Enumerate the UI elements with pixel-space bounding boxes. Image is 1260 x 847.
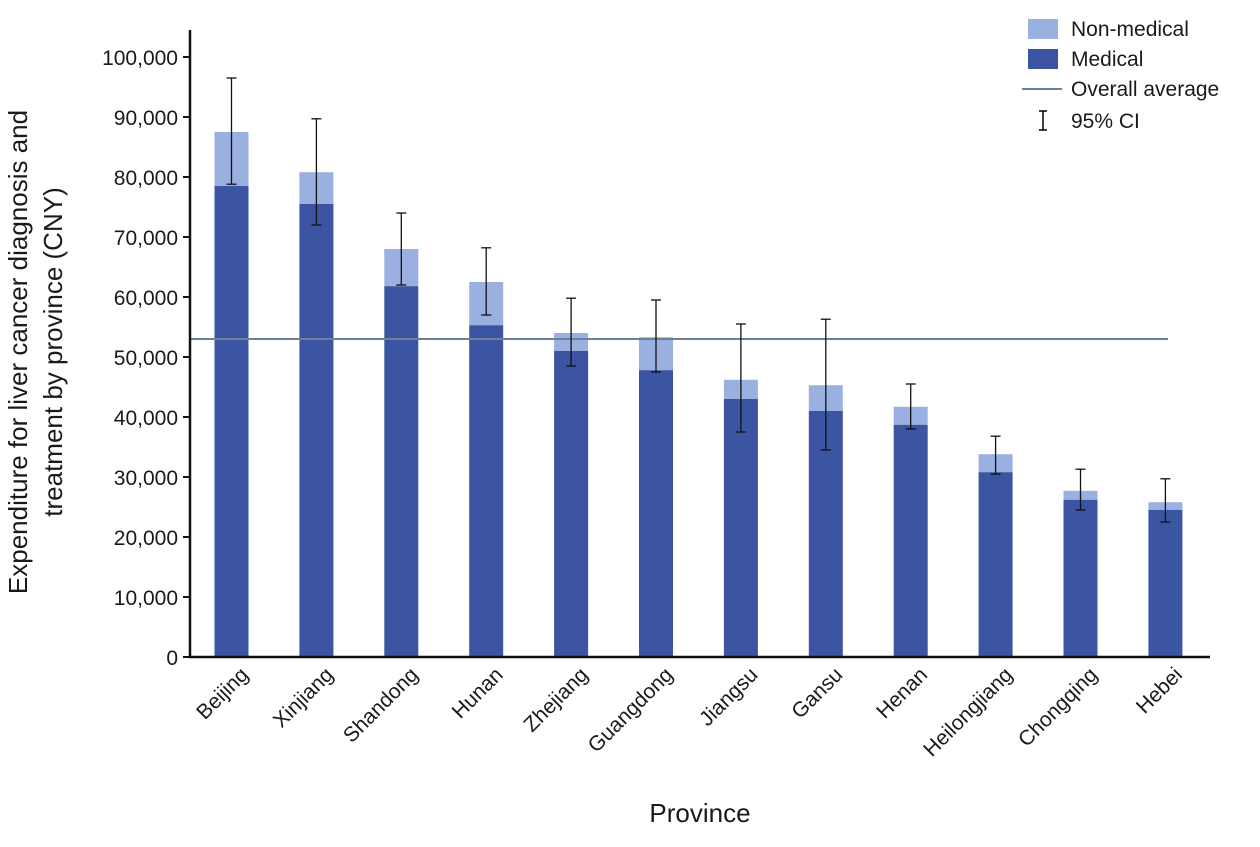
y-tick-label: 100,000 (102, 47, 178, 70)
y-tick-label: 60,000 (114, 287, 178, 310)
legend-item-non-medical: Non-medical (1028, 18, 1189, 41)
x-tick-label-heilongjiang: Heilongjiang (919, 663, 1017, 761)
legend-label: Non-medical (1071, 18, 1189, 41)
legend-label: Overall average (1071, 78, 1219, 101)
error-bar-shandong (396, 212, 407, 286)
bar-medical-hunan (469, 325, 504, 657)
legend-label: 95% CI (1071, 110, 1140, 133)
x-axis-label: Province (649, 798, 750, 828)
x-tick-label-xinjiang: Xinjiang (269, 663, 338, 732)
y-tick-label: 50,000 (114, 347, 178, 370)
error-bar-hebei (1160, 478, 1171, 523)
legend-item-95-ci: 95% CI (1039, 110, 1140, 133)
x-tick-label-henan: Henan (872, 663, 932, 723)
legend-swatch (1028, 19, 1058, 39)
y-tick-label: 90,000 (114, 107, 178, 130)
y-tick-label: 30,000 (114, 467, 178, 490)
bar-medical-henan (893, 424, 928, 657)
error-bar-jiangsu (735, 323, 746, 433)
x-tick-label-shandong: Shandong (339, 663, 423, 747)
x-tick-label-jiangsu: Jiangsu (695, 663, 762, 730)
x-axis-ticks: Beijing Xinjiang Shandong Hunan ZhejiangGuan… (192, 663, 1187, 761)
y-tick-label: 40,000 (114, 407, 178, 430)
x-tick-label-beijing: Beijing (192, 663, 253, 724)
error-bar-xinjiang (311, 118, 322, 226)
y-tick-label: 70,000 (114, 227, 178, 250)
axes (188, 30, 1210, 659)
legend-item-overall-average: Overall average (1022, 78, 1219, 101)
error-bar-hunan (481, 247, 492, 316)
error-bar-gansu (820, 318, 831, 451)
legend: Non-medical Medical Overall average 95% CI (1022, 18, 1219, 133)
x-tick-label-zhejiang: Zhejiang (519, 663, 592, 736)
y-axis-label-line-2: treatment by province (CNY) (38, 187, 68, 516)
bar-medical-shandong (384, 286, 419, 657)
x-tick-label-chongqing: Chongqing (1014, 663, 1102, 751)
bar-medical-gansu (808, 411, 843, 657)
error-bar-guangdong (651, 299, 661, 373)
y-axis-label: Expenditure for liver cancer diagnosis a… (3, 110, 68, 594)
legend-swatch (1028, 49, 1058, 69)
y-tick-label: 20,000 (114, 527, 178, 550)
bars (214, 132, 1183, 657)
error-bar-heilongjiang (990, 435, 1001, 475)
y-axis-label-line-1: Expenditure for liver cancer diagnosis a… (3, 110, 33, 594)
bar-medical-chongqing (1063, 499, 1098, 657)
bar-medical-hebei (1148, 510, 1183, 657)
legend-label: Medical (1071, 48, 1143, 71)
error-bar-zhejiang (566, 297, 577, 367)
x-tick-label-gansu: Gansu (787, 663, 847, 723)
x-tick-label-guangdong: Guangdong (584, 663, 678, 757)
y-tick-label: 0 (166, 647, 178, 670)
x-tick-label-hunan: Hunan (448, 663, 508, 723)
error-bar-beijing (226, 77, 237, 185)
error-bar-henan (905, 383, 916, 430)
error-bar-chongqing (1075, 468, 1086, 511)
x-tick-label-hebei: Hebei (1132, 663, 1187, 718)
bar-medical-xinjiang (299, 204, 334, 657)
bar-medical-zhejiang (554, 351, 589, 657)
legend-item-medical: Medical (1028, 48, 1143, 71)
bar-medical-guangdong (639, 370, 673, 657)
bar-medical-beijing (214, 186, 249, 657)
y-tick-label: 80,000 (114, 167, 178, 190)
y-tick-label: 10,000 (114, 587, 178, 610)
y-axis-ticks: 0 10,000 20,000 30,000 40,000 50,000 60,000 70,… (102, 47, 190, 670)
error-bars (226, 77, 1171, 523)
bar-medical-heilongjiang (978, 472, 1013, 657)
bar-medical-jiangsu (723, 399, 758, 657)
